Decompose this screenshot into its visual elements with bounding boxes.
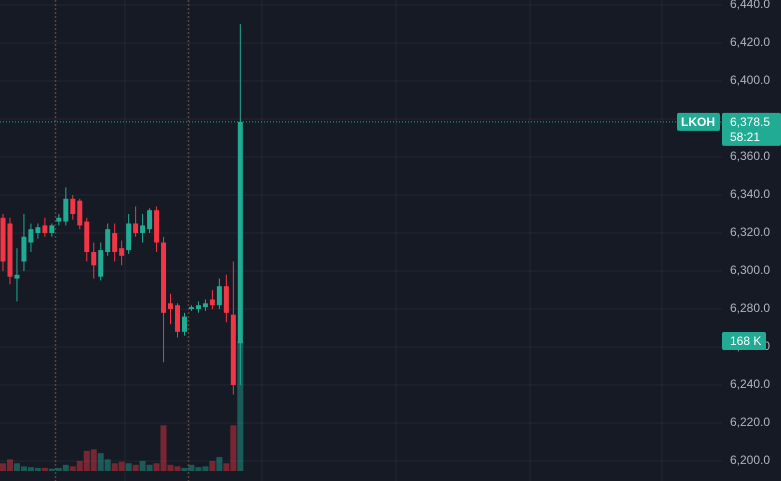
volume-bar xyxy=(62,464,69,471)
candle-body xyxy=(77,200,83,226)
volume-bar xyxy=(55,467,62,471)
countdown-label: 58:21 xyxy=(730,130,760,144)
candle-body xyxy=(126,223,132,251)
y-tick-label: 6,360.0 xyxy=(730,149,770,163)
candle-body xyxy=(105,229,111,252)
volume-bar xyxy=(139,460,146,471)
y-tick-label: 6,440.0 xyxy=(730,0,770,11)
volume-bar xyxy=(6,459,13,471)
volume-bar xyxy=(0,463,6,471)
candle-body xyxy=(202,303,208,308)
candle-body xyxy=(154,210,160,243)
candle-body xyxy=(133,223,139,233)
symbol-badge xyxy=(677,112,720,131)
volume-bar xyxy=(202,466,209,471)
grid xyxy=(0,4,722,462)
volume-bar xyxy=(167,464,174,471)
volume-bar xyxy=(41,467,48,471)
candle-body xyxy=(175,305,180,332)
candle-body xyxy=(56,217,62,222)
volume-bar xyxy=(69,466,76,471)
labels: LKOH 6,378.558:21 168 K xyxy=(0,112,781,351)
volume-bar xyxy=(132,464,139,471)
y-tick-label: 6,420.0 xyxy=(730,35,770,49)
candles xyxy=(0,23,243,395)
volume-bar xyxy=(146,464,153,471)
candle-body xyxy=(42,225,48,233)
y-tick-label: 6,340.0 xyxy=(730,187,770,201)
candle-body xyxy=(98,250,104,277)
volume-bar xyxy=(27,467,34,471)
vertical-grid xyxy=(124,0,663,481)
volume-bar xyxy=(195,467,202,471)
y-tick-label: 6,400.0 xyxy=(730,73,770,87)
candle-body xyxy=(216,286,222,306)
volume-bar xyxy=(118,461,125,471)
symbol-label: LKOH xyxy=(681,115,715,129)
volume-bar xyxy=(223,463,230,471)
volume-bar xyxy=(83,450,90,471)
volume-bar xyxy=(153,463,160,471)
candle-body xyxy=(7,223,13,277)
last-price-label: 6,378.5 xyxy=(730,115,770,129)
volume-label: 168 K xyxy=(730,334,761,348)
y-tick-label: 6,320.0 xyxy=(730,225,770,239)
volume-bar xyxy=(76,460,83,471)
volume-bar xyxy=(125,463,132,471)
candle-body xyxy=(237,121,243,344)
price-badge xyxy=(722,112,781,146)
y-tick-label: 6,240.0 xyxy=(730,377,770,391)
y-tick-label: 6,280.0 xyxy=(730,301,770,315)
candle-body xyxy=(188,307,194,310)
candle-body xyxy=(0,217,6,262)
volume-bar xyxy=(90,449,97,471)
volume xyxy=(0,341,244,471)
y-tick-label: 6,200.0 xyxy=(730,453,770,467)
volume-bar xyxy=(20,466,27,471)
volume-bar xyxy=(34,467,41,471)
candle-body xyxy=(195,305,201,310)
candle-body xyxy=(91,251,97,266)
candle-body xyxy=(28,229,34,243)
volume-bar xyxy=(237,341,244,471)
candle-body xyxy=(168,303,174,310)
volume-bar xyxy=(160,425,167,471)
candle-body xyxy=(14,274,20,279)
volume-bar xyxy=(230,425,237,471)
candle-body xyxy=(181,316,187,332)
candle-body xyxy=(35,227,41,233)
candle-body xyxy=(70,198,76,214)
volume-bar xyxy=(48,468,55,471)
candle-body xyxy=(63,198,69,222)
volume-bar xyxy=(209,460,216,471)
candle-body xyxy=(112,232,118,252)
volume-badge xyxy=(722,332,766,351)
candle-body xyxy=(230,314,236,386)
volume-bar xyxy=(104,459,111,471)
candle-body xyxy=(119,248,125,256)
candle-body xyxy=(223,286,229,313)
volume-bar xyxy=(216,457,223,471)
candle-body xyxy=(21,236,27,262)
candle-body xyxy=(49,225,55,233)
candle-body xyxy=(84,221,90,252)
y-tick-label: 6,220.0 xyxy=(730,415,770,429)
volume-bar xyxy=(174,466,181,471)
volume-bar xyxy=(181,467,188,471)
volume-bar xyxy=(111,463,118,471)
candle-body xyxy=(161,242,167,313)
candle-body xyxy=(140,225,146,233)
candle-body xyxy=(209,299,215,306)
y-tick-label: 6,300.0 xyxy=(730,263,770,277)
volume-bar xyxy=(97,453,104,471)
volume-bar xyxy=(188,464,195,471)
volume-bar xyxy=(13,463,20,471)
candle-body xyxy=(147,210,153,230)
